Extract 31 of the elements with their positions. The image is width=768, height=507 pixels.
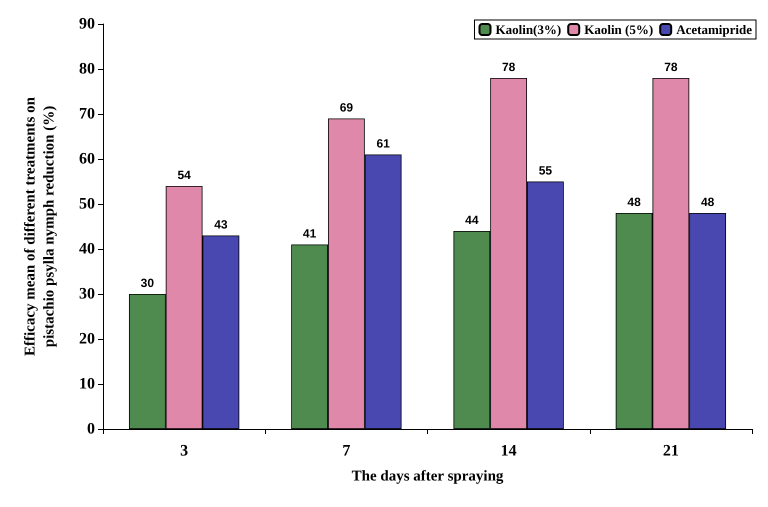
x-axis-title: The days after spraying (352, 468, 504, 484)
data-label: 43 (214, 218, 228, 232)
data-label: 44 (465, 213, 479, 227)
x-tick-label: 7 (342, 442, 350, 460)
data-label: 30 (140, 276, 154, 290)
y-tick-label: 30 (79, 286, 95, 302)
y-tick-label: 80 (79, 60, 95, 78)
y-tick-label: 90 (79, 16, 95, 32)
x-tick-label: 3 (180, 442, 188, 460)
data-label: 54 (177, 168, 192, 182)
y-tick-label: 10 (79, 376, 95, 392)
y-tick-label: 60 (79, 150, 95, 168)
legend-label: Acetamipride (676, 22, 752, 37)
y-tick-label: 40 (79, 240, 95, 258)
y-tick-label: 20 (79, 330, 95, 348)
x-tick-label: 21 (662, 442, 679, 460)
y-axis-title: Efficacy mean of different treatments on pistachio psylla nymph reduction (%) (22, 96, 58, 356)
data-label: 69 (340, 100, 354, 114)
data-label: 41 (302, 226, 317, 240)
data-label: 61 (376, 136, 390, 150)
data-label: 78 (502, 60, 516, 74)
data-label: 55 (538, 164, 552, 178)
data-label: 78 (664, 60, 678, 74)
data-label: 48 (700, 195, 715, 209)
y-tick-label: 70 (79, 106, 95, 122)
legend-label: Kaolin(3%) (495, 22, 562, 37)
x-tick-label: 14 (500, 442, 517, 460)
data-label: 48 (627, 195, 642, 209)
y-tick-label: 50 (79, 196, 95, 212)
legend-label: Kaolin (5%) (584, 22, 654, 37)
y-tick-label: 0 (87, 420, 95, 438)
